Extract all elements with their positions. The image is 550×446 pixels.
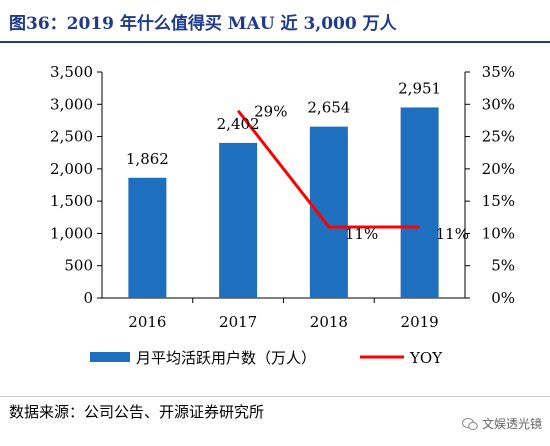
- right-axis-tick-label: 25%: [482, 128, 515, 146]
- line-series: [236, 109, 420, 229]
- line-data-label: 11%: [345, 225, 378, 243]
- line-data-label: 11%: [436, 225, 469, 243]
- bar-mau-2019: [400, 107, 439, 299]
- right-axis-tick-label: 10%: [482, 224, 515, 242]
- left-axis-tick-label: 3,000: [50, 95, 93, 113]
- right-axis-tick-label: 20%: [482, 160, 515, 178]
- source-note: 数据来源：公司公告、开源证券研究所: [9, 403, 265, 421]
- data-labels: 1,862 2,402 2,654 2,951 29% 11% 11%: [126, 79, 469, 243]
- legend-line-label: YOY: [409, 349, 443, 367]
- x-axis-tick-label: 2018: [310, 313, 348, 331]
- line-data-label: 29%: [254, 103, 287, 121]
- x-axis-tick-label: 2019: [401, 313, 439, 331]
- bar-mau-2016: [128, 177, 167, 298]
- chart-legend: 月平均活跃用户数（万人） YOY: [90, 349, 443, 367]
- chart-axes: 0 500 1,000 1,500 2,000 2,500 3,000 3,500 0% 5% 10…: [50, 63, 515, 331]
- bar-data-label: 1,862: [126, 150, 169, 168]
- bar-data-label: 2,951: [398, 79, 441, 97]
- x-axis-tick-label: 2017: [219, 313, 257, 331]
- left-axis-tick-label: 2,500: [50, 128, 93, 146]
- figure-header: 图36：2019 年什么值得买 MAU 近 3,000 万人: [0, 0, 550, 44]
- left-axis-tick-label: 1,500: [50, 192, 93, 210]
- wechat-icon: [461, 417, 478, 430]
- watermark-text: 文娱透光镜: [481, 417, 542, 431]
- left-axis-tick-label: 1,000: [50, 224, 93, 242]
- right-axis-tick-label: 15%: [482, 192, 515, 210]
- left-axis-tick-label: 0: [83, 289, 93, 307]
- footer-divider: [0, 396, 550, 397]
- bar-data-label: 2,402: [217, 115, 260, 133]
- right-axis-tick-label: 5%: [491, 257, 515, 275]
- figure-title: 图36：2019 年什么值得买 MAU 近 3,000 万人: [9, 14, 397, 34]
- bar-mau-2017: [219, 142, 258, 298]
- yoy-line: [236, 109, 420, 229]
- left-axis-tick-label: 3,500: [50, 63, 93, 81]
- header-divider: [0, 41, 550, 43]
- x-axis-tick-label: 2016: [128, 313, 166, 331]
- right-axis-tick-label: 30%: [482, 95, 515, 113]
- legend-bar-swatch: [90, 352, 130, 362]
- bar-data-label: 2,654: [307, 99, 350, 117]
- bar-series: [128, 107, 439, 299]
- right-axis-tick-label: 35%: [482, 63, 515, 81]
- left-axis-tick-label: 500: [64, 257, 93, 275]
- chart-area: 0 500 1,000 1,500 2,000 2,500 3,000 3,500 0% 5% 10…: [50, 63, 515, 367]
- right-axis-tick-label: 0%: [491, 289, 515, 307]
- watermark: 文娱透光镜: [461, 415, 542, 432]
- legend-bar-label: 月平均活跃用户数（万人）: [136, 349, 316, 367]
- left-axis-tick-label: 2,000: [50, 160, 93, 178]
